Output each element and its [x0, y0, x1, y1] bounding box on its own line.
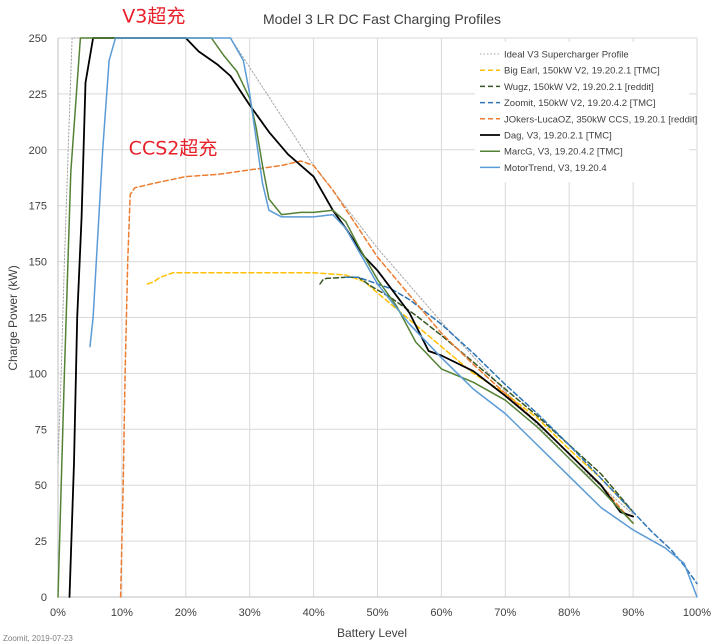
y-tick-label: 25	[35, 536, 47, 548]
x-tick-label: 10%	[111, 607, 133, 619]
legend-label: Zoomit, 150kW V2, 19.20.4.2 [TMC]	[504, 98, 656, 109]
y-tick-label: 250	[29, 33, 47, 45]
x-tick-label: 0%	[50, 607, 66, 619]
y-tick-label: 225	[29, 89, 47, 101]
y-tick-label: 125	[29, 313, 47, 325]
annotation-label: V3超充	[122, 5, 185, 27]
series-line-4	[119, 160, 634, 598]
gridlines	[57, 37, 698, 598]
legend-label: JOkers-LucaOZ, 350kW CCS, 19.20.1 [reddi…	[504, 114, 697, 125]
x-tick-label: 100%	[683, 607, 711, 619]
x-axis-label: Battery Level	[337, 626, 407, 640]
y-tick-label: 100	[29, 368, 47, 380]
legend: Ideal V3 Supercharger Profile Big Earl, 1…	[475, 42, 697, 182]
legend-box	[475, 42, 689, 182]
legend-label: Ideal V3 Supercharger Profile	[504, 50, 629, 61]
axes	[57, 38, 697, 598]
legend-label: Dag, V3, 19.20.2.1 [TMC]	[504, 131, 612, 142]
y-tick-label: 75	[35, 424, 47, 436]
series-lines	[57, 37, 698, 598]
footer-credit: Zoomit, 2019-07-23	[3, 634, 73, 643]
series-line-7	[89, 37, 698, 598]
legend-label: MarcG, V3, 19.20.4.2 [TMC]	[504, 147, 623, 158]
x-tick-label: 70%	[494, 607, 516, 619]
legend-label: Wugz, 150kW V2, 19.20.2.1 [reddit]	[504, 82, 654, 93]
x-tick-label: 40%	[303, 607, 325, 619]
x-tick-label: 20%	[175, 607, 197, 619]
series-line-2	[319, 276, 634, 513]
chart-title: Model 3 LR DC Fast Charging Profiles	[263, 11, 501, 27]
legend-items: Ideal V3 Supercharger Profile Big Earl, 1…	[480, 50, 697, 174]
series-line-5	[68, 37, 634, 598]
x-tick-label: 60%	[430, 607, 452, 619]
y-tick-label: 175	[29, 201, 47, 213]
annotation-label: CCS2超充	[129, 137, 218, 159]
tick-labels: 0 25 50 75 100 125 150 175 200 225 250 0% 10% 20% 30% 4…	[29, 33, 712, 619]
x-tick-label: 90%	[622, 607, 644, 619]
x-tick-label: 30%	[239, 607, 261, 619]
y-tick-label: 50	[35, 480, 47, 492]
legend-label: Big Earl, 150kW V2, 19.20.2.1 [TMC]	[504, 66, 660, 77]
legend-label: MotorTrend, V3, 19.20.4	[504, 163, 607, 174]
x-tick-label: 80%	[558, 607, 580, 619]
series-line-6	[57, 37, 634, 598]
y-axis-label: Charge Power (kW)	[6, 265, 20, 370]
y-tick-label: 0	[41, 592, 47, 604]
y-tick-label: 150	[29, 257, 47, 269]
annotations: V3超充 CCS2超充	[122, 5, 217, 159]
x-tick-label: 50%	[366, 607, 388, 619]
y-tick-label: 200	[29, 145, 47, 157]
